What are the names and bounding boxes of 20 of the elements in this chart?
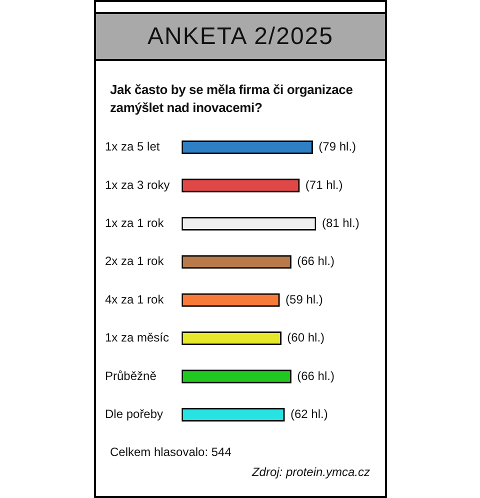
data-label: (62 hl.) bbox=[290, 407, 328, 422]
data-label: (66 hl.) bbox=[297, 368, 334, 383]
data-label: (81 hl.) bbox=[322, 216, 360, 230]
y-tick-label: Dle pořeby bbox=[105, 407, 164, 422]
y-tick-label: 1x za měsíc bbox=[105, 330, 170, 345]
data-label: (71 hl.) bbox=[305, 178, 343, 192]
chart-title: ANKETA 2/2025 bbox=[148, 22, 334, 50]
data-label: (79 hl.) bbox=[318, 140, 356, 154]
text: Celkem hlasovalo: 544 bbox=[110, 445, 232, 459]
data-label: (60 hl.) bbox=[287, 330, 325, 345]
y-tick-label: 1x za 5 let bbox=[105, 140, 160, 154]
data-label: (66 hl.) bbox=[297, 254, 334, 268]
chart-subtitle: Jak často by se měla firma či organizace zamýšlet nad inovacemi? bbox=[110, 81, 354, 117]
y-tick-label: 2x za 1 rok bbox=[105, 254, 165, 268]
y-tick-label: 4x za 1 rok bbox=[105, 292, 165, 306]
y-tick-label: Průběžně bbox=[105, 368, 157, 383]
data-label: (59 hl.) bbox=[286, 292, 323, 306]
text: Zdroj: protein.ymca.cz bbox=[252, 465, 370, 479]
y-tick-label: 1x za 1 rok bbox=[105, 216, 165, 230]
y-tick-label: 1x za 3 roky bbox=[105, 178, 170, 192]
